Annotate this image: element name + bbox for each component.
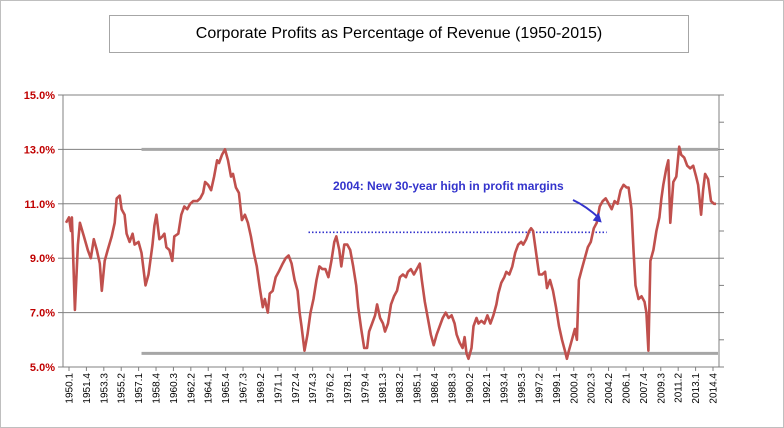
x-tick-label: 2000.4 <box>569 373 580 404</box>
x-tick-label: 1992.1 <box>482 373 493 404</box>
chart-title: Corporate Profits as Percentage of Reven… <box>195 25 603 42</box>
x-tick-label: 1962.2 <box>186 373 197 404</box>
x-tick-label: 1995.3 <box>517 373 528 404</box>
x-tick-label: 1969.2 <box>256 373 267 404</box>
x-tick-label: 1955.2 <box>117 373 128 404</box>
annotation-text: 2004: New 30-year high in profit margins <box>333 179 564 193</box>
y-tick-label: 7.0% <box>30 308 55 320</box>
x-tick-label: 1974.3 <box>308 373 319 404</box>
x-tick-label: 1997.2 <box>534 373 545 404</box>
y-tick-label: 9.0% <box>30 253 55 265</box>
x-tick-label: 1971.1 <box>273 373 284 404</box>
chart-title-box: Corporate Profits as Percentage of Reven… <box>109 15 689 53</box>
x-tick-label: 2014.4 <box>709 373 720 404</box>
y-tick-label: 15.0% <box>24 90 55 102</box>
x-tick-label: 2011.2 <box>674 373 685 403</box>
x-tick-label: 1986.4 <box>430 373 441 404</box>
series-line <box>64 145 716 361</box>
y-tick-label: 5.0% <box>30 362 55 374</box>
x-tick-label: 1988.3 <box>447 373 458 404</box>
x-tick-label: 1978.1 <box>343 373 354 404</box>
x-tick-label: 1983.2 <box>395 373 406 404</box>
x-tick-label: 1981.3 <box>378 373 389 404</box>
x-tick-label: 1990.2 <box>465 373 476 404</box>
x-tick-label: 2002.3 <box>587 373 598 404</box>
x-tick-label: 1953.3 <box>99 373 110 404</box>
x-tick-label: 1950.1 <box>65 373 76 404</box>
x-tick-label: 1967.3 <box>239 373 250 404</box>
y-tick-label: 11.0% <box>24 199 55 211</box>
x-tick-label: 2009.3 <box>656 373 667 404</box>
x-tick-label: 2013.1 <box>691 373 702 404</box>
x-tick-label: 1985.1 <box>413 373 424 404</box>
x-tick-label: 1957.1 <box>134 373 145 404</box>
x-tick-label: 2006.1 <box>621 373 632 404</box>
x-tick-label: 1999.1 <box>552 373 563 404</box>
y-tick-label: 13.0% <box>24 144 55 156</box>
x-tick-label: 1972.4 <box>291 373 302 404</box>
x-tick-label: 2004.2 <box>604 373 615 404</box>
x-tick-label: 1976.2 <box>326 373 337 404</box>
x-tick-label: 1979.4 <box>360 373 371 404</box>
x-tick-label: 1960.3 <box>169 373 180 404</box>
x-tick-label: 1958.4 <box>152 373 163 404</box>
x-tick-label: 1993.4 <box>500 373 511 404</box>
plot-area <box>62 94 720 368</box>
annotation-arrowhead <box>592 212 602 223</box>
x-tick-label: 2007.4 <box>639 373 650 404</box>
x-tick-label: 1965.4 <box>221 373 232 404</box>
annotation-arrow <box>572 199 601 220</box>
x-tick-label: 1951.4 <box>82 373 93 404</box>
x-tick-label: 1964.1 <box>204 373 215 404</box>
